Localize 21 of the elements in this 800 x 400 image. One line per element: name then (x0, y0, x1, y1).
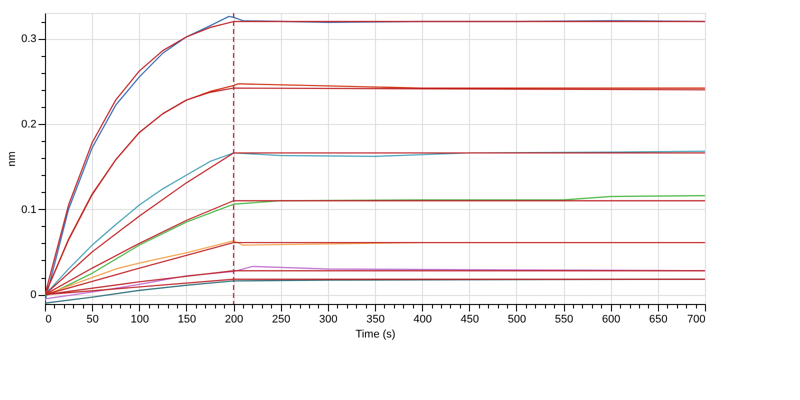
x-tick-label: 0 (46, 314, 52, 326)
x-tick-label: 250 (272, 314, 290, 326)
x-tick-label: 50 (86, 314, 99, 326)
x-tick-label: 650 (649, 314, 668, 326)
x-axis-title: Time (s) (356, 328, 396, 340)
y-tick-label: 0.3 (21, 33, 36, 46)
y-tick-label: 0.2 (21, 118, 36, 130)
x-tick-label: 500 (508, 314, 526, 326)
x-tick-label: 100 (130, 314, 149, 326)
x-tick-label: 150 (178, 314, 196, 326)
y-axis-title: nm (6, 151, 18, 167)
x-tick-label: 350 (366, 314, 385, 326)
x-tick-label: 200 (224, 314, 244, 326)
x-tick-label: 600 (602, 314, 620, 326)
y-tick-label: 0 (30, 289, 36, 302)
x-tick-label: 550 (554, 314, 574, 326)
x-tick-label: 700 (687, 314, 706, 326)
x-tick-label: 300 (319, 314, 338, 326)
x-tick-label: 400 (413, 314, 432, 326)
x-tick-label: 450 (460, 314, 479, 326)
y-tick-label: 0.1 (21, 204, 36, 216)
